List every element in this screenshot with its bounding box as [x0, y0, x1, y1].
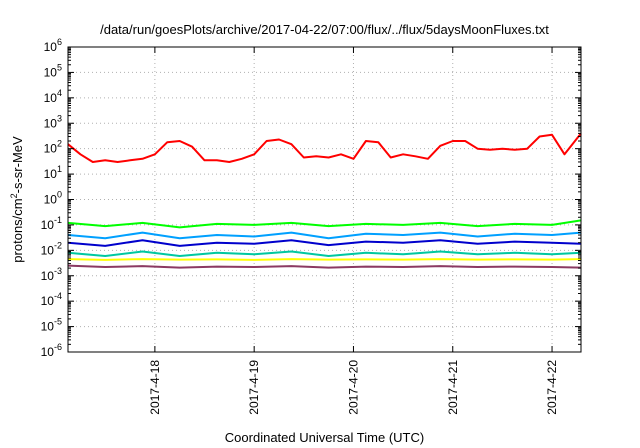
series-line-6 — [67, 258, 582, 261]
y-tick-label: 105 — [44, 62, 62, 79]
y-tick-base: 10 — [41, 294, 55, 308]
series-line-1 — [67, 132, 582, 163]
chart-title: /data/run/goesPlots/archive/2017-04-22/0… — [100, 22, 549, 37]
y-tick-exponent: -2 — [54, 240, 62, 250]
y-tick-labels: 10610510410310210110010-110-210-310-410-… — [41, 37, 62, 359]
y-axis-label: protons/cm2-s-sr-MeV — [9, 136, 25, 263]
ticks — [68, 46, 581, 353]
y-tick-label: 10-1 — [41, 215, 62, 232]
y-tick-label: 10-3 — [41, 266, 62, 283]
y-tick-exponent: 0 — [57, 190, 62, 200]
y-tick-base: 10 — [41, 320, 55, 334]
y-tick-label: 106 — [44, 37, 62, 54]
series-line-3 — [67, 231, 582, 240]
y-tick-exponent: -5 — [54, 317, 62, 327]
y-tick-label: 10-5 — [41, 317, 62, 334]
x-tick-label: 2017-4-18 — [148, 360, 162, 415]
y-tick-base: 10 — [41, 218, 55, 232]
y-tick-exponent: 4 — [57, 88, 62, 98]
y-tick-exponent: 3 — [57, 113, 62, 123]
y-tick-exponent: -6 — [54, 342, 62, 352]
series-line-4 — [67, 239, 582, 247]
series-layer — [67, 132, 582, 269]
series-line-5 — [67, 250, 582, 257]
x-tick-labels: 2017-4-18 2017-4-19 2017-4-20 2017-4-21 2017… — [148, 360, 559, 415]
y-tick-exponent: -4 — [54, 291, 62, 301]
y-axis-label-rest: -s-sr-MeV — [10, 136, 25, 193]
y-tick-label: 102 — [44, 139, 62, 156]
y-tick-label: 100 — [44, 190, 62, 207]
x-tick-label: 2017-4-19 — [247, 360, 261, 415]
y-axis-label-sup: 2 — [9, 193, 19, 198]
y-tick-base: 10 — [44, 116, 58, 130]
y-tick-label: 104 — [44, 88, 62, 105]
y-tick-base: 10 — [41, 345, 55, 359]
x-tick-label: 2017-4-20 — [346, 360, 360, 415]
y-axis-label-main: protons/cm — [10, 198, 25, 262]
y-tick-exponent: 6 — [57, 37, 62, 47]
y-tick-label: 103 — [44, 113, 62, 130]
series-line-7 — [67, 264, 582, 269]
y-tick-exponent: 1 — [57, 164, 62, 174]
y-tick-base: 10 — [44, 40, 58, 54]
y-tick-exponent: 5 — [57, 62, 62, 72]
y-tick-base: 10 — [44, 142, 58, 156]
series-line-2 — [67, 219, 582, 229]
y-tick-base: 10 — [44, 193, 58, 207]
y-tick-exponent: -1 — [54, 215, 62, 225]
y-tick-exponent: 2 — [57, 139, 62, 149]
y-tick-exponent: -3 — [54, 266, 62, 276]
x-axis-label: Coordinated Universal Time (UTC) — [225, 430, 424, 445]
x-tick-label: 2017-4-22 — [545, 360, 559, 415]
y-tick-label: 101 — [44, 164, 62, 181]
y-tick-label: 10-4 — [41, 291, 62, 308]
y-tick-base: 10 — [44, 65, 58, 79]
y-tick-label: 10-6 — [41, 342, 62, 359]
y-tick-base: 10 — [44, 167, 58, 181]
y-tick-base: 10 — [44, 91, 58, 105]
y-tick-label: 10-2 — [41, 240, 62, 257]
y-tick-base: 10 — [41, 269, 55, 283]
x-tick-label: 2017-4-21 — [446, 360, 460, 415]
y-tick-base: 10 — [41, 243, 55, 257]
